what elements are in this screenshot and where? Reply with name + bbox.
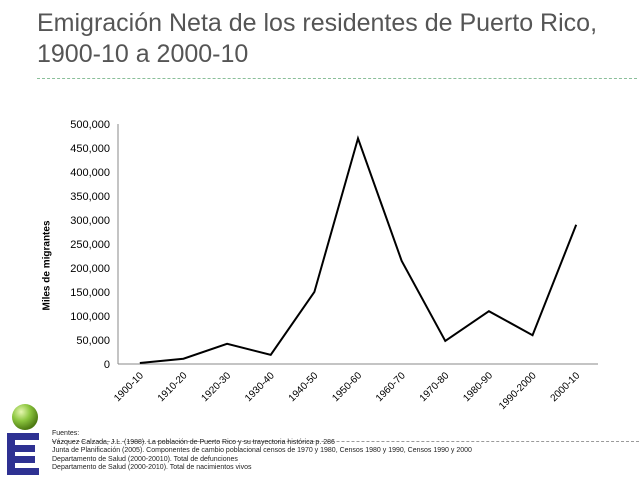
y-tick-label: 300,000 [70, 215, 110, 227]
source-line: Departamento de Salud (2000-20010). Tota… [52, 455, 238, 463]
x-tick-label: 1920-30 [199, 370, 233, 404]
sources: Fuentes: Vázquez Calzada, J.L. (1988). L… [52, 430, 472, 473]
y-axis-label: Miles de migrantes [41, 220, 53, 311]
source-line: Vázquez Calzada, J.L. (1988). La poblaci… [52, 438, 335, 446]
source-line: Junta de Planificación (2005). Component… [52, 447, 472, 454]
title-divider [37, 78, 637, 79]
source-line: Departamento de Salud (2000-2010). Total… [52, 464, 252, 471]
x-tick-label: 1930-40 [243, 370, 277, 404]
y-tick-label: 250,000 [70, 239, 110, 251]
y-tick-label: 450,000 [70, 143, 110, 155]
x-tick-label: 1980-90 [461, 370, 495, 404]
y-axis: 0 50,000 100,000 150,000 200,000 250,000 300,0… [70, 119, 119, 371]
y-tick-label: 50,000 [76, 335, 110, 347]
footer-divider [52, 441, 639, 442]
y-tick-label: 350,000 [70, 191, 110, 203]
y-tick-label: 0 [104, 359, 110, 371]
y-tick-label: 400,000 [70, 167, 110, 179]
x-axis: 1900-10 1910-20 1920-30 1930-40 1940-50 1950-… [112, 363, 598, 412]
y-tick-label: 100,000 [70, 311, 110, 323]
x-tick-label: 1970-80 [418, 370, 452, 404]
x-tick-label: 1900-10 [112, 370, 146, 404]
x-tick-label: 1960-70 [374, 370, 408, 404]
y-tick-label: 500,000 [70, 119, 110, 131]
x-tick-label: 1950-60 [330, 370, 364, 404]
x-tick-label: 2000-10 [549, 370, 583, 404]
x-tick-label: 1940-50 [287, 370, 321, 404]
x-tick-label: 1910-20 [156, 370, 190, 404]
x-tick-label: 1990-2000 [497, 370, 539, 412]
page-title: Emigración Neta de los residentes de Pue… [37, 9, 598, 68]
y-tick-label: 200,000 [70, 263, 110, 275]
sources-heading: Fuentes: [52, 430, 80, 437]
y-tick-label: 150,000 [70, 287, 110, 299]
series-line [139, 135, 578, 365]
logo [7, 404, 39, 475]
